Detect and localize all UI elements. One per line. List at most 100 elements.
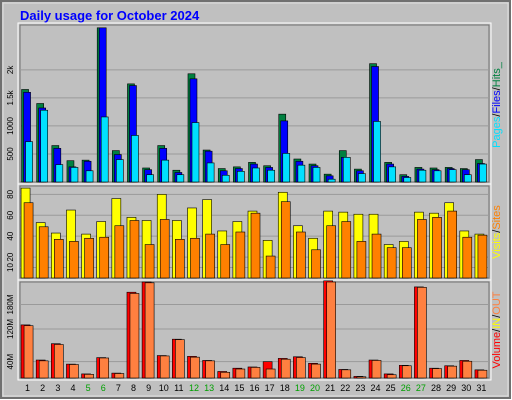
bar-out-day-15 (235, 368, 246, 379)
bar-sites-day-30 (462, 236, 473, 279)
x-tick-label: 25 (386, 383, 396, 393)
bar-sites-day-2 (38, 226, 49, 279)
bar-pages-day-20 (312, 167, 321, 183)
x-tick-label: 1 (25, 383, 30, 393)
panel-border (17, 279, 492, 381)
bar-out-day-24 (371, 360, 382, 379)
bar-out-day-25 (386, 374, 397, 379)
bar-pages-day-15 (237, 171, 245, 183)
x-tick-label: 19 (295, 383, 305, 393)
bar-out-day-22 (341, 369, 352, 379)
x-tick-label: 3 (55, 383, 60, 393)
bar-out-day-12 (190, 356, 200, 379)
bar-sites-day-24 (371, 233, 382, 279)
bar-sites-day-23 (356, 241, 367, 279)
legend-entry: Visits (491, 232, 503, 259)
bar-sites-day-20 (311, 249, 321, 279)
bar-sites-day-21 (326, 225, 336, 279)
x-tick-label: 16 (249, 383, 259, 393)
x-tick-label: 12 (189, 383, 199, 393)
bar-pages-day-13 (206, 162, 215, 183)
bar-out-day-4 (69, 364, 79, 379)
x-tick-label: 30 (461, 383, 471, 393)
bar-out-day-10 (159, 355, 170, 379)
x-tick-label: 22 (340, 383, 350, 393)
x-tick-label: 17 (265, 383, 275, 393)
bar-sites-day-15 (235, 231, 246, 279)
bar-sites-day-14 (220, 244, 231, 279)
legend-entry: Sites (491, 205, 503, 230)
bar-sites-day-16 (250, 212, 261, 279)
x-tick-label: 13 (204, 383, 214, 393)
legend-entry: / (491, 328, 503, 332)
bar-sites-day-5 (84, 237, 94, 279)
y-tick-label: 10 (6, 263, 15, 272)
bar-sites-day-25 (386, 247, 397, 279)
bar-pages-day-10 (161, 159, 170, 183)
x-tick-label: 21 (325, 383, 335, 393)
x-tick-label: 20 (310, 383, 320, 393)
bar-pages-day-29 (448, 169, 457, 183)
bar-sites-day-26 (401, 247, 412, 279)
bar-sites-day-1 (23, 202, 34, 279)
bar-sites-day-7 (114, 225, 125, 279)
bar-out-day-3 (54, 344, 64, 379)
bar-out-day-23 (356, 376, 367, 379)
bar-sites-day-27 (417, 219, 427, 279)
legend-entry: / (491, 314, 503, 318)
bar-sites-day-13 (205, 233, 215, 279)
bar-out-day-29 (447, 365, 457, 379)
panel-legend: Visits/Sites (491, 205, 503, 259)
bar-sites-day-3 (54, 239, 64, 279)
y-tick-label: 2k (6, 65, 15, 74)
bar-out-day-21 (326, 281, 336, 379)
bar-pages-day-31 (479, 163, 487, 183)
x-tick-label: 9 (146, 383, 151, 393)
bar-out-day-5 (84, 374, 94, 379)
bar-out-day-14 (220, 371, 231, 379)
x-tick-label: 27 (416, 383, 426, 393)
bar-pages-day-8 (131, 135, 139, 183)
bar-out-day-13 (205, 360, 215, 379)
bar-pages-day-18 (282, 153, 291, 183)
y-tick-label: 60 (6, 210, 15, 219)
bar-out-day-11 (175, 339, 185, 379)
bar-pages-day-21 (327, 178, 336, 183)
bar-pages-day-17 (267, 169, 275, 183)
legend-entry: OUT (491, 291, 503, 315)
bar-pages-day-11 (176, 174, 185, 183)
bar-pages-day-27 (418, 169, 427, 183)
panel-legend: Pages/Files/Hits_ (491, 61, 503, 148)
bar-pages-day-23 (358, 173, 366, 183)
bar-pages-day-14 (221, 174, 230, 183)
bar-out-day-1 (23, 325, 34, 379)
bar-sites-day-6 (99, 236, 110, 279)
bar-sites-day-8 (129, 220, 140, 279)
bar-pages-day-22 (342, 157, 351, 183)
bar-sites-day-11 (175, 239, 185, 279)
legend-entry: Volume (491, 332, 503, 369)
y-tick-label: 120M (6, 319, 15, 339)
bar-pages-day-6 (100, 116, 109, 183)
bar-pages-day-1 (25, 141, 33, 183)
x-tick-label: 2 (40, 383, 45, 393)
legend-entry: Files (491, 90, 503, 114)
bar-pages-day-5 (85, 170, 94, 183)
x-tick-label: 29 (446, 383, 456, 393)
bar-sites-day-9 (144, 244, 155, 279)
x-tick-label: 11 (174, 383, 183, 393)
chart-frame-inner (2, 2, 509, 397)
legend-entry: / (491, 86, 503, 90)
bar-pages-day-19 (297, 164, 306, 183)
legend-entry: / (491, 229, 503, 233)
x-tick-label: 7 (116, 383, 121, 393)
y-tick-label: 40M (6, 354, 15, 370)
bar-sites-day-18 (280, 201, 291, 279)
x-tick-label: 15 (234, 383, 244, 393)
x-tick-label: 10 (159, 383, 169, 393)
x-tick-label: 6 (101, 383, 106, 393)
bar-out-day-6 (99, 357, 110, 379)
panel-visits-sites: 10 20 40 60 80 Visits/Sites (6, 183, 503, 281)
